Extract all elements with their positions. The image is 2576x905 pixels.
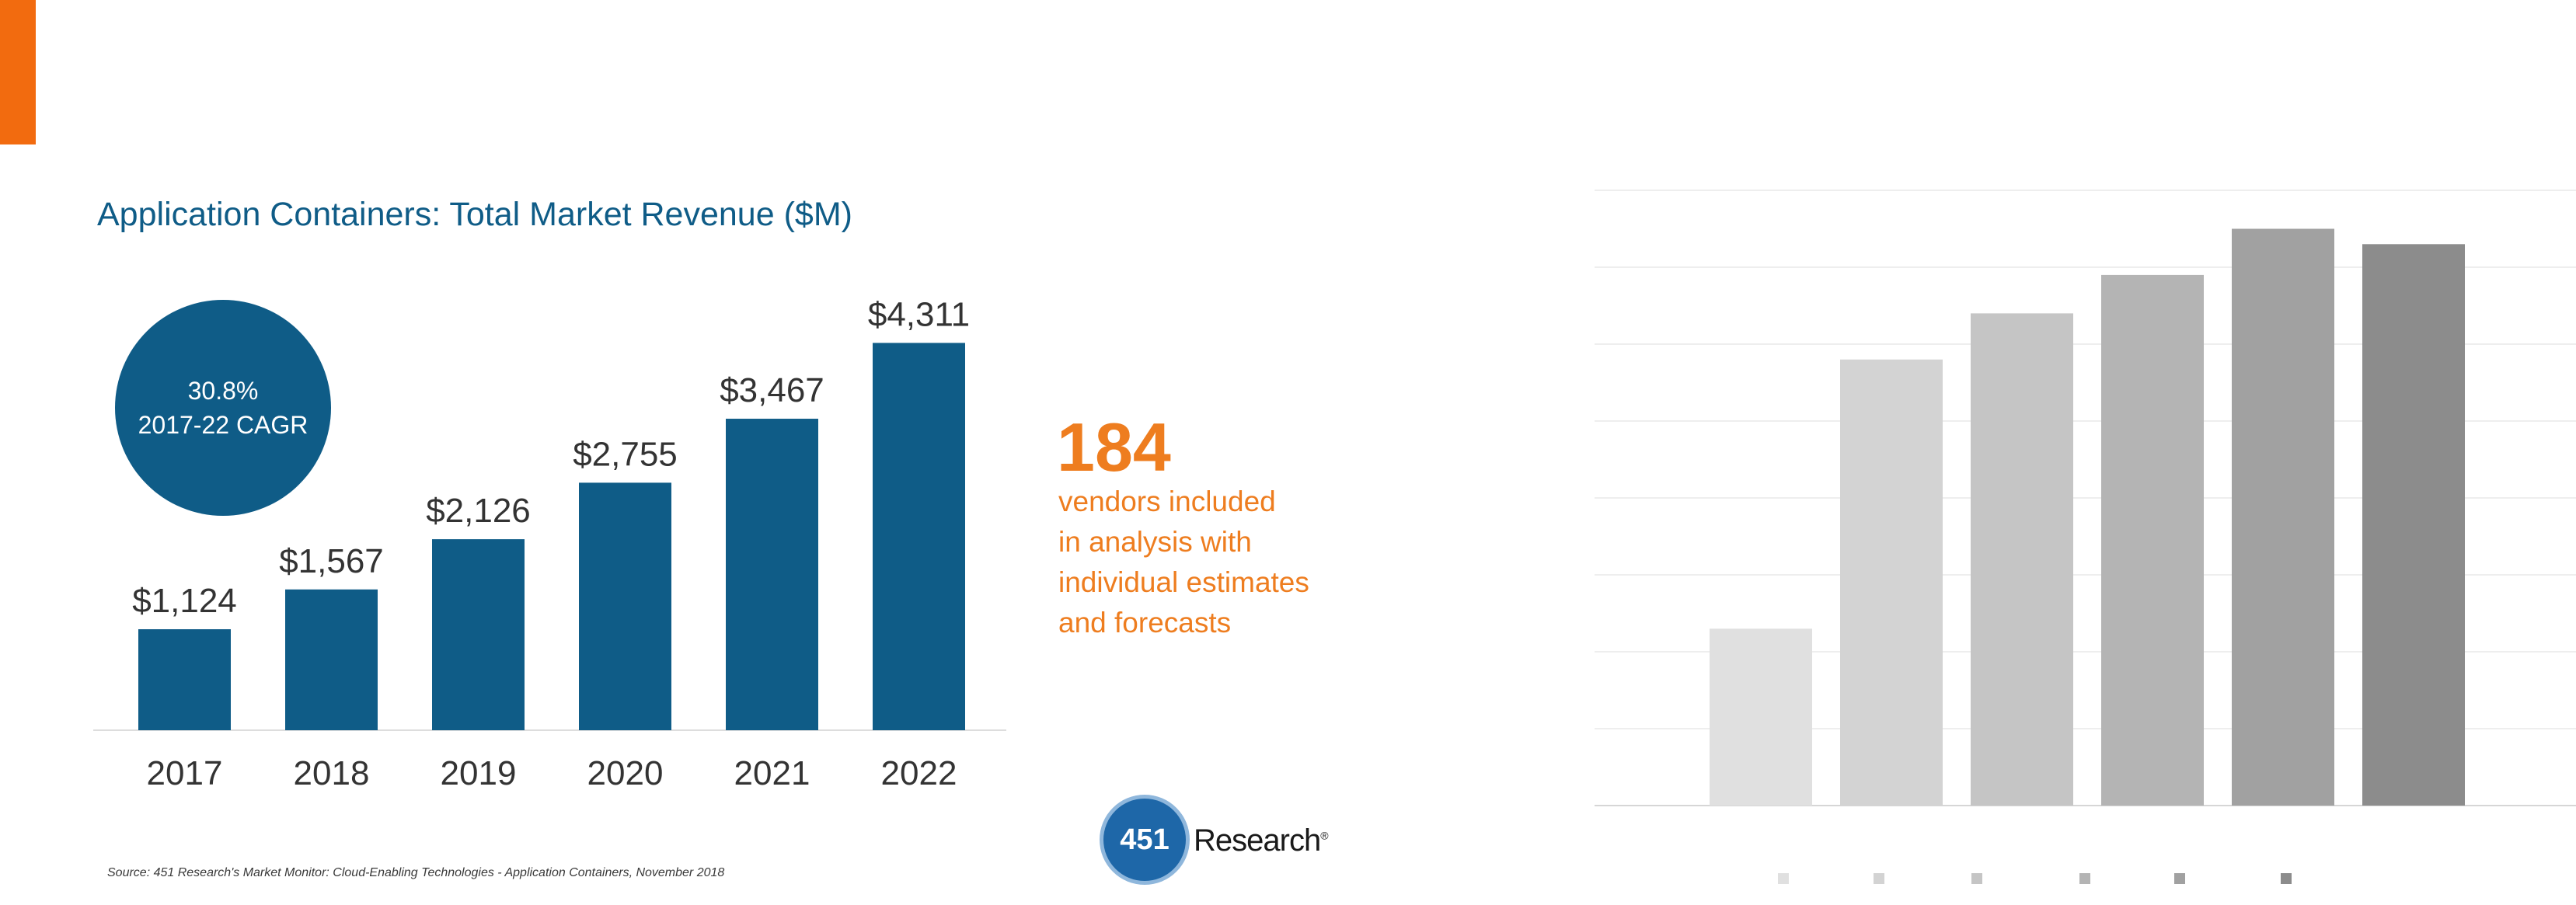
logo-wordmark: Research® [1194,823,1329,858]
x-tick-label: 2017 [147,754,223,792]
bar [138,629,231,730]
legend-swatch [1778,873,1789,884]
legend-swatch [1971,873,1982,884]
cagr-value: 30.8% [187,377,259,405]
callout-line: individual estimates [1058,566,1309,598]
vendor-count: 184 [1057,409,1171,486]
chart-title: Application Containers: Total Market Rev… [97,196,852,233]
callout-line: vendors included [1058,486,1276,517]
callout-line: in analysis with [1058,526,1252,558]
bar [1971,313,2073,806]
cagr-label: 2017-22 CAGR [138,411,308,439]
bar-value-label: $2,126 [426,492,531,530]
bar-value-label: $1,124 [132,582,237,620]
bar [726,419,818,730]
research-logo: 451 Research® [1102,797,1335,882]
callout-line: and forecasts [1058,607,1232,639]
background-bar-chart [1595,190,2576,884]
bar [2362,244,2465,806]
bar-value-label: $1,567 [279,542,384,580]
legend-swatch [2079,873,2090,884]
x-tick-label: 2020 [587,754,664,792]
bar-value-label: $2,755 [573,435,678,473]
bar-value-label: $4,311 [868,295,970,333]
bar-value-label: $3,467 [720,371,824,409]
logo-mark: 451 [1103,799,1186,881]
bar [285,589,378,730]
vendor-callout-text: vendors included in analysis with indivi… [1058,482,1385,643]
bar [579,482,671,730]
bar [1840,359,1943,806]
x-tick-label: 2018 [294,754,370,792]
bar [432,539,525,730]
bar [2101,274,2204,806]
bar [873,343,965,730]
x-tick-label: 2019 [441,754,517,792]
legend-swatch [2281,873,2292,884]
revenue-bar-chart: $1,124 2017 $1,567 2018 $2,126 2019 $2,755 2020… [93,295,1006,792]
accent-bar [0,0,36,144]
x-tick-label: 2021 [734,754,810,792]
bar [2232,228,2334,806]
bar [1710,628,1812,806]
cagr-badge: 30.8% 2017-22 CAGR [115,300,331,516]
source-note: Source: 451 Research's Market Monitor: C… [107,866,725,879]
x-tick-label: 2022 [881,754,957,792]
legend-swatch [2174,873,2185,884]
legend-swatch [1874,873,1884,884]
